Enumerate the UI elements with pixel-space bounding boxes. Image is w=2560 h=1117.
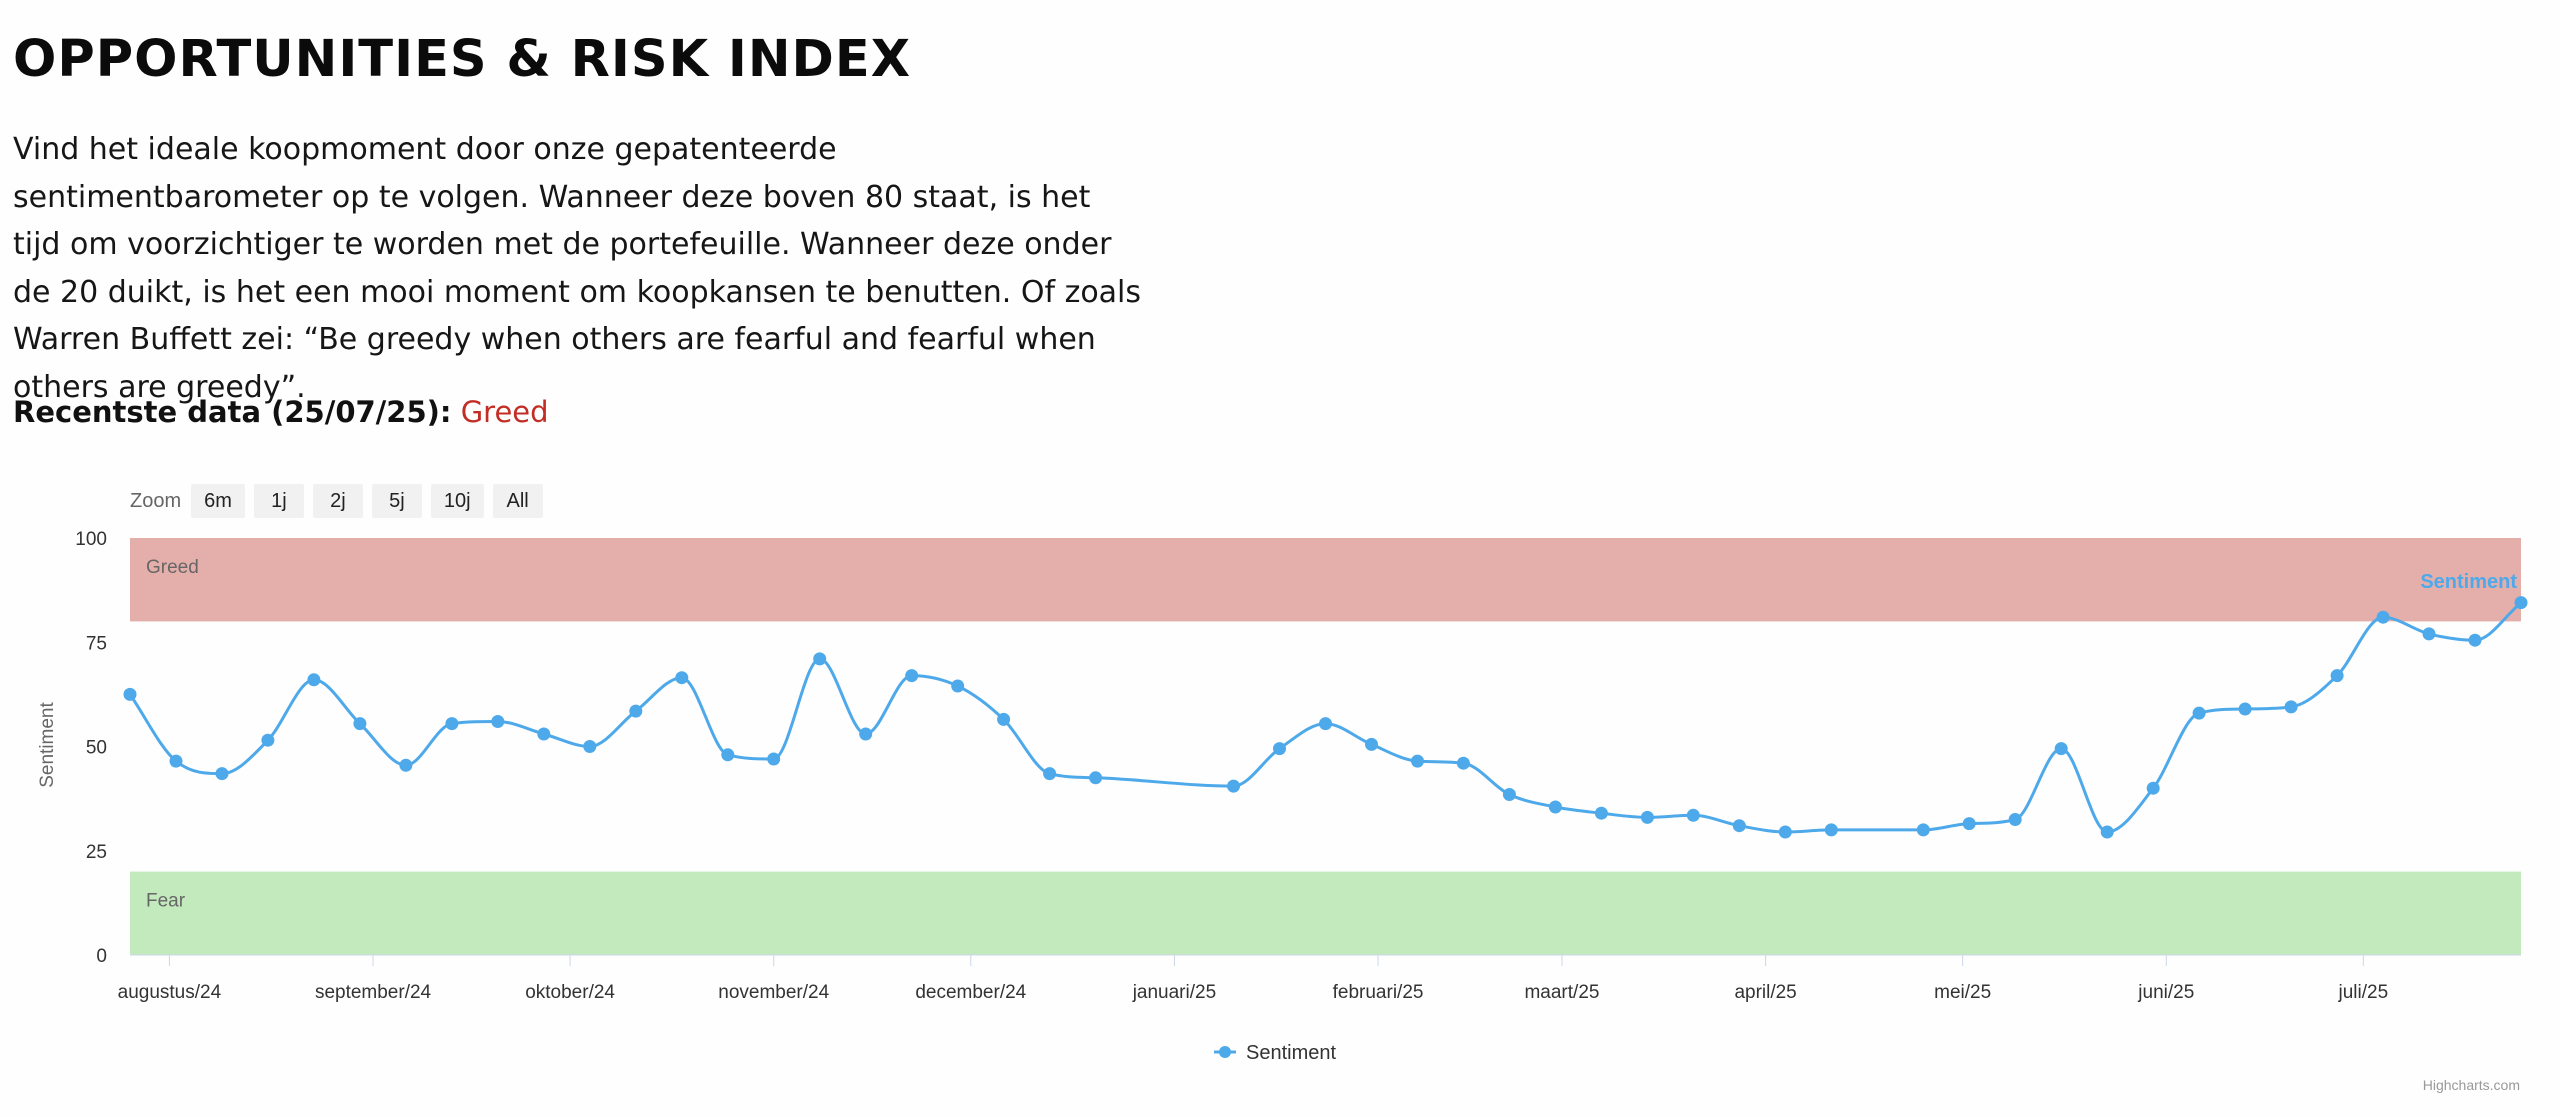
series-label: Sentiment	[2420, 571, 2517, 593]
x-tick-label: oktober/24	[525, 982, 615, 1003]
x-axis: augustus/24 september/24 oktober/24 novembe…	[118, 955, 2389, 1003]
data-point[interactable]	[1043, 767, 1057, 781]
data-point[interactable]	[583, 740, 597, 753]
data-point[interactable]	[721, 748, 735, 762]
intro-paragraph: Vind het ideale koopmoment door onze gep…	[13, 132, 1142, 405]
legend[interactable]: Sentiment	[1214, 1042, 1336, 1064]
zoom-button-10j[interactable]: 10j	[430, 484, 484, 518]
x-tick-label: juli/25	[2338, 982, 2389, 1003]
data-point[interactable]	[2284, 700, 2298, 714]
data-point[interactable]	[997, 712, 1011, 726]
data-point[interactable]	[445, 717, 459, 731]
fear-band	[130, 871, 2521, 955]
x-tick-label: april/25	[1734, 982, 1796, 1003]
data-point[interactable]	[2100, 825, 2114, 839]
x-tick-label: januari/25	[1132, 982, 1216, 1003]
data-point[interactable]	[767, 752, 781, 766]
zoom-button-2j[interactable]: 2j	[312, 484, 363, 518]
x-tick-label: juni/25	[2137, 982, 2194, 1003]
sentiment-series-points	[123, 596, 2528, 839]
x-tick-label: december/24	[915, 982, 1026, 1003]
y-tick-label: 50	[86, 738, 107, 759]
y-tick-label: 0	[96, 946, 107, 967]
x-tick-label: februari/25	[1333, 982, 1424, 1003]
page-title: OPPORTUNITIES & RISK INDEX	[13, 30, 912, 89]
x-tick-label: september/24	[315, 982, 432, 1003]
data-point[interactable]	[1640, 810, 1654, 824]
legend-symbol-marker	[1219, 1046, 1231, 1058]
latest-data-label: Recentste data (25/07/25):	[13, 395, 452, 429]
legend-label-sentiment[interactable]: Sentiment	[1246, 1042, 1336, 1064]
data-point[interactable]	[2238, 702, 2252, 716]
data-point[interactable]	[2192, 706, 2206, 720]
data-point[interactable]	[1732, 819, 1746, 833]
data-point[interactable]	[537, 727, 551, 741]
data-point[interactable]	[951, 679, 965, 693]
y-axis-title: Sentiment	[37, 702, 58, 788]
data-point[interactable]	[1916, 823, 1930, 837]
data-point[interactable]	[2422, 627, 2436, 641]
data-point[interactable]	[629, 704, 643, 718]
data-point[interactable]	[2146, 781, 2160, 795]
data-point[interactable]	[2330, 669, 2344, 683]
data-point[interactable]	[1502, 788, 1516, 801]
latest-data-line: Recentste data (25/07/25): Greed	[13, 395, 549, 429]
data-point[interactable]	[353, 717, 367, 731]
y-tick-label: 100	[75, 529, 107, 550]
data-point[interactable]	[1273, 742, 1286, 756]
data-point[interactable]	[1411, 754, 1424, 768]
x-tick-label: augustus/24	[118, 982, 222, 1003]
data-point[interactable]	[1227, 779, 1240, 793]
zoom-label: Zoom	[130, 489, 182, 512]
x-tick-label: mei/25	[1934, 982, 1991, 1003]
data-point[interactable]	[399, 758, 413, 772]
greed-band	[130, 538, 2521, 622]
zoom-button-1j[interactable]: 1j	[253, 484, 304, 518]
data-point[interactable]	[1962, 817, 1976, 831]
data-point[interactable]	[675, 671, 689, 685]
data-point[interactable]	[123, 687, 137, 701]
data-point[interactable]	[1594, 806, 1608, 820]
data-point[interactable]	[1456, 756, 1470, 770]
data-point[interactable]	[2054, 742, 2068, 756]
fear-band-label: Fear	[146, 891, 186, 912]
data-point[interactable]	[813, 652, 827, 666]
x-tick-label: maart/25	[1524, 982, 1599, 1003]
data-point[interactable]	[1548, 800, 1562, 814]
data-point[interactable]	[169, 754, 183, 768]
data-point[interactable]	[307, 673, 321, 687]
greed-band-label: Greed	[146, 557, 199, 578]
y-axis: 0 25 50 75 100	[75, 529, 107, 967]
data-point[interactable]	[261, 733, 275, 747]
data-point[interactable]	[491, 715, 505, 728]
data-point[interactable]	[1824, 823, 1838, 837]
data-point[interactable]	[859, 727, 873, 741]
data-point[interactable]	[1089, 771, 1103, 785]
zoom-button-5j[interactable]: 5j	[371, 484, 422, 518]
plot-bands: Greed Fear	[130, 538, 2521, 955]
data-point[interactable]	[215, 767, 229, 781]
zoom-button-all[interactable]: All	[492, 484, 543, 518]
data-point[interactable]	[1365, 737, 1378, 751]
x-tick-label: november/24	[718, 982, 829, 1003]
data-point[interactable]	[1686, 808, 1700, 822]
zoom-selector: Zoom 6m 1j 2j 5j 10j All	[130, 484, 543, 518]
data-point[interactable]	[2008, 813, 2022, 826]
data-point[interactable]	[2376, 610, 2390, 624]
y-tick-label: 25	[86, 842, 107, 863]
latest-data-value: Greed	[460, 395, 549, 429]
data-point[interactable]	[2468, 633, 2482, 647]
data-point[interactable]	[1319, 717, 1332, 731]
y-tick-label: 75	[86, 633, 107, 654]
data-point[interactable]	[1778, 825, 1792, 839]
data-point[interactable]	[905, 669, 919, 683]
highcharts-credits[interactable]: Highcharts.com	[2423, 1077, 2520, 1093]
data-point[interactable]	[2514, 596, 2528, 610]
zoom-button-6m[interactable]: 6m	[191, 484, 245, 518]
